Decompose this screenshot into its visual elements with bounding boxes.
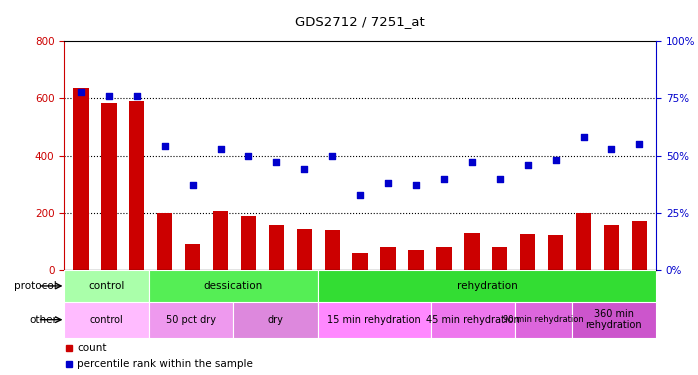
Bar <box>297 229 312 270</box>
Bar <box>64 270 149 302</box>
Bar <box>604 225 619 270</box>
Bar <box>64 302 149 338</box>
Bar <box>318 302 431 338</box>
Text: 90 min rehydration: 90 min rehydration <box>503 315 584 324</box>
Bar <box>73 88 89 270</box>
Point <box>466 159 477 165</box>
Point <box>327 153 338 159</box>
Point <box>159 144 170 150</box>
Bar <box>157 213 172 270</box>
Bar <box>241 216 256 270</box>
Text: dry: dry <box>267 315 283 325</box>
Bar <box>101 103 117 270</box>
Bar <box>431 302 515 338</box>
Point <box>187 182 198 188</box>
Point <box>215 146 226 152</box>
Bar <box>269 225 284 270</box>
Text: GDS2712 / 7251_at: GDS2712 / 7251_at <box>295 15 425 28</box>
Bar <box>149 302 233 338</box>
Bar <box>233 302 318 338</box>
Bar <box>632 220 647 270</box>
Point <box>494 176 505 181</box>
Text: other: other <box>29 315 57 325</box>
Point <box>550 157 561 163</box>
Point <box>383 180 394 186</box>
Point <box>75 88 87 94</box>
Text: control: control <box>89 315 124 325</box>
Bar <box>436 247 452 270</box>
Point <box>271 159 282 165</box>
Text: dessication: dessication <box>204 281 263 291</box>
Bar <box>464 233 480 270</box>
Point <box>522 162 533 168</box>
Bar <box>520 234 535 270</box>
Point <box>103 93 114 99</box>
Point <box>131 93 142 99</box>
Text: protocol: protocol <box>15 281 57 291</box>
Bar <box>213 211 228 270</box>
Point <box>606 146 617 152</box>
Point <box>634 141 645 147</box>
Text: count: count <box>77 343 107 353</box>
Bar <box>325 230 340 270</box>
Text: 50 pct dry: 50 pct dry <box>166 315 216 325</box>
Bar <box>548 235 563 270</box>
Point <box>578 134 589 140</box>
Point <box>438 176 450 181</box>
Bar <box>380 246 396 270</box>
Point <box>410 182 422 188</box>
Bar <box>352 254 368 270</box>
Text: 45 min rehydration: 45 min rehydration <box>426 315 520 325</box>
Bar <box>149 270 318 302</box>
Bar <box>576 213 591 270</box>
Bar <box>129 101 144 270</box>
Point <box>299 166 310 172</box>
Point <box>243 153 254 159</box>
Text: 15 min rehydration: 15 min rehydration <box>327 315 421 325</box>
Bar <box>492 246 507 270</box>
Text: 360 min
rehydration: 360 min rehydration <box>586 309 642 330</box>
Text: percentile rank within the sample: percentile rank within the sample <box>77 359 253 369</box>
Point <box>355 192 366 198</box>
Text: rehydration: rehydration <box>456 281 517 291</box>
Bar <box>185 244 200 270</box>
Bar <box>408 250 424 270</box>
Bar <box>572 302 656 338</box>
Text: control: control <box>89 281 125 291</box>
Bar <box>515 302 572 338</box>
Bar <box>318 270 656 302</box>
